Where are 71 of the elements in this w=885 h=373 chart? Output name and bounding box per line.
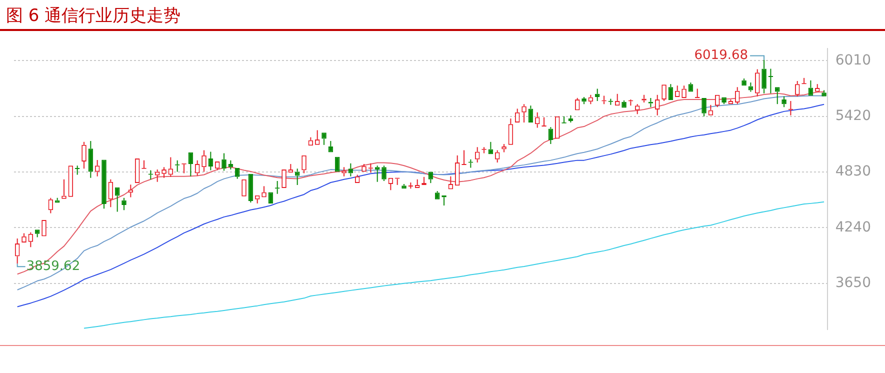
y-tick-label: 4830 <box>835 164 872 180</box>
candlestick <box>328 140 334 152</box>
candlestick <box>262 186 266 198</box>
candlestick <box>794 80 800 97</box>
candlestick <box>154 169 160 182</box>
candlestick <box>682 85 686 98</box>
candlestick <box>822 90 826 96</box>
candlestick <box>102 160 106 210</box>
candlestick <box>594 88 600 102</box>
candlestick <box>314 130 320 145</box>
candlestick <box>702 98 706 117</box>
candlestick <box>614 93 620 106</box>
candlestick <box>548 126 554 144</box>
candlestick <box>222 152 226 172</box>
candlestick <box>502 143 506 153</box>
candlestick <box>554 116 560 139</box>
candlestick <box>294 168 300 186</box>
candlestick <box>528 105 534 122</box>
candlestick <box>208 151 214 171</box>
candlestick <box>382 165 386 182</box>
candlestick <box>434 190 440 200</box>
annotation: 6019.68 <box>694 48 748 64</box>
candlestick <box>162 166 166 178</box>
candlestick <box>814 84 820 92</box>
candlestick <box>42 220 46 236</box>
candlestick <box>414 178 420 188</box>
candlestick <box>574 97 580 110</box>
candlestick <box>68 166 74 197</box>
candlestick <box>402 184 406 189</box>
candlestick <box>62 178 66 199</box>
candlestick <box>428 172 434 184</box>
candlestick <box>742 78 746 86</box>
candlestick <box>722 97 726 105</box>
y-tick-label: 3650 <box>835 275 872 292</box>
candlestick <box>202 150 206 172</box>
candlestick <box>122 197 126 211</box>
candlestick <box>28 232 34 248</box>
candlestick <box>242 179 246 196</box>
candlestick <box>734 86 740 105</box>
candlestick <box>408 182 414 190</box>
candlestick <box>714 94 720 108</box>
candlestick <box>374 165 380 182</box>
candlestick <box>302 155 306 174</box>
candlestick <box>634 104 640 115</box>
y-tick-label: 4240 <box>835 219 872 236</box>
candlestick <box>668 84 674 100</box>
candlestick <box>622 100 626 108</box>
candlestick <box>708 104 714 116</box>
candlestick <box>748 82 754 92</box>
candlestick <box>254 195 260 204</box>
candlestick <box>448 176 454 190</box>
candlestick <box>568 114 574 123</box>
candlestick <box>782 96 786 108</box>
y-tick-label: 5420 <box>835 108 872 124</box>
candlestick <box>508 118 514 145</box>
candlestick <box>774 87 780 105</box>
y-tick-label: 6010 <box>835 52 872 68</box>
candlestick <box>82 141 86 170</box>
candlestick <box>582 96 586 105</box>
candlestick <box>808 80 814 96</box>
candlestick <box>514 108 520 122</box>
candlestick <box>674 85 680 97</box>
candlestick <box>454 154 460 186</box>
candlestick <box>654 94 660 116</box>
candlestick <box>754 68 760 97</box>
candlestick <box>14 238 20 264</box>
candlestick <box>762 59 766 94</box>
candlestick <box>234 168 240 180</box>
candlestick <box>322 132 326 146</box>
chart-title: 图 6 通信行业历史走势 <box>6 5 181 27</box>
candlestick <box>54 197 60 203</box>
